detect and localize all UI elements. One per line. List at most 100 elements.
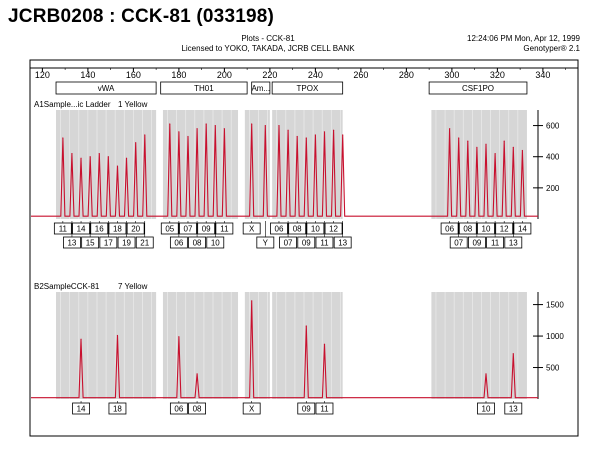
peak-1-7 [485, 373, 487, 375]
x-tick-label-220: 220 [262, 70, 277, 80]
allele-box [333, 236, 352, 249]
allele-label-09: 09 [472, 239, 481, 248]
page-title: JCRB0208 : CCK-81 (033198) [8, 6, 275, 27]
peak-0-17 [251, 123, 253, 125]
allele-box [270, 222, 288, 235]
peak-0-34 [512, 146, 514, 148]
peak-0-8 [135, 142, 137, 144]
allele-box [117, 236, 136, 249]
y-tick-label-200: 200 [546, 184, 560, 193]
peak-0-27 [449, 128, 451, 130]
bin-1 [162, 292, 239, 399]
allele-box [99, 236, 118, 249]
allele-box [513, 222, 532, 235]
allele-box [188, 236, 206, 249]
allele-box [72, 222, 90, 235]
allele-label-11: 11 [320, 239, 329, 248]
allele-box [297, 402, 316, 415]
locus-box-3 [271, 81, 344, 95]
peak-0-29 [467, 140, 469, 142]
peak-0-35 [521, 149, 524, 152]
allele-box [324, 222, 343, 235]
allele-box [256, 236, 275, 249]
allele-label-07: 07 [284, 239, 293, 248]
peak-1-8 [512, 353, 514, 355]
x-tick-label-260: 260 [353, 70, 368, 80]
allele-label-X: X [249, 225, 255, 234]
allele-label-07: 07 [454, 239, 463, 248]
panel-b-label: B2SampleCCK-81 [34, 282, 100, 291]
allele-label-08: 08 [293, 225, 302, 234]
bin-1 [162, 110, 239, 219]
allele-label-07: 07 [184, 225, 193, 234]
license-text: Licensed to YOKO, TAKADA, JCRB CELL BANK [181, 44, 355, 53]
peak-1-6 [323, 343, 326, 345]
x-axis: 120 140 160 180 200 220 240 260 280 300 320 340 [30, 67, 578, 80]
peak-0-18 [264, 124, 266, 127]
allele-box [486, 236, 505, 249]
allele-box [279, 236, 297, 249]
allele-label-08: 08 [463, 225, 472, 234]
software-text: Genotyper® 2.1 [523, 44, 580, 53]
x-tick-label-300: 300 [444, 70, 459, 80]
allele-label-11: 11 [320, 405, 329, 414]
peak-0-19 [278, 124, 280, 127]
allele-box [108, 222, 127, 235]
panel-a-label: A1Sample...ic Ladder [34, 100, 111, 109]
peak-0-28 [458, 137, 460, 139]
bin-4 [431, 110, 527, 219]
y-tick-label-1000: 1000 [546, 332, 564, 341]
x-tick-label-240: 240 [308, 70, 323, 80]
locus-bar: vWA TH01 Am... TPOX CSF1PO [55, 81, 528, 95]
panel-b-bins [56, 292, 527, 399]
allele-box [126, 222, 145, 235]
allele-label-X: X [249, 405, 255, 414]
panel-a-dye: 1 Yellow [118, 100, 148, 109]
allele-box [63, 236, 81, 249]
allele-label-05: 05 [165, 225, 174, 234]
allele-box [449, 236, 468, 249]
allele-box [440, 222, 459, 235]
timestamp-text: 12:24:06 PM Mon, Apr 12, 1999 [467, 34, 581, 43]
peak-0-31 [485, 143, 487, 145]
allele-box [215, 222, 234, 235]
allele-box [477, 402, 495, 415]
allele-box [467, 236, 486, 249]
allele-label-13: 13 [509, 405, 518, 414]
panel-b-dye: 7 Yellow [118, 282, 148, 291]
locus-box-0 [55, 81, 157, 95]
allele-label-08: 08 [193, 239, 202, 248]
panel-b-y-axis: 500 1000 1500 [533, 292, 564, 399]
plot-name-text: Plots - CCK-81 [241, 34, 295, 43]
peak-1-2 [178, 336, 180, 338]
peak-0-0 [62, 137, 64, 139]
allele-label-08: 08 [193, 405, 202, 414]
peak-1-3 [196, 373, 198, 375]
peak-0-24 [323, 131, 326, 133]
peak-0-6 [116, 165, 119, 167]
y-tick-label-400: 400 [546, 153, 560, 162]
allele-box [81, 236, 100, 249]
allele-box [188, 402, 206, 415]
allele-box [504, 402, 523, 415]
peak-1-5 [305, 325, 307, 327]
allele-label-10: 10 [311, 225, 320, 234]
x-tick-label-160: 160 [126, 70, 141, 80]
allele-box [72, 402, 90, 415]
allele-label-09: 09 [302, 239, 311, 248]
allele-label-19: 19 [122, 239, 131, 248]
allele-label-21: 21 [140, 239, 149, 248]
allele-box [242, 222, 261, 235]
peak-1-1 [116, 334, 119, 337]
allele-box [179, 222, 197, 235]
locus-box-1 [160, 81, 248, 95]
peak-0-3 [89, 156, 91, 158]
peak-0-4 [98, 153, 100, 155]
panel-a-trace [31, 123, 538, 217]
plot-frame [29, 59, 579, 437]
peak-0-30 [476, 146, 478, 148]
allele-label-11: 11 [59, 225, 68, 234]
locus-name-4: CSF1PO [462, 84, 494, 93]
x-tick-label-180: 180 [171, 70, 186, 80]
